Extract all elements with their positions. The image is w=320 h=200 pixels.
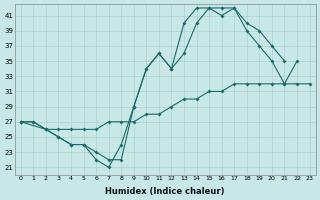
X-axis label: Humidex (Indice chaleur): Humidex (Indice chaleur)	[106, 187, 225, 196]
